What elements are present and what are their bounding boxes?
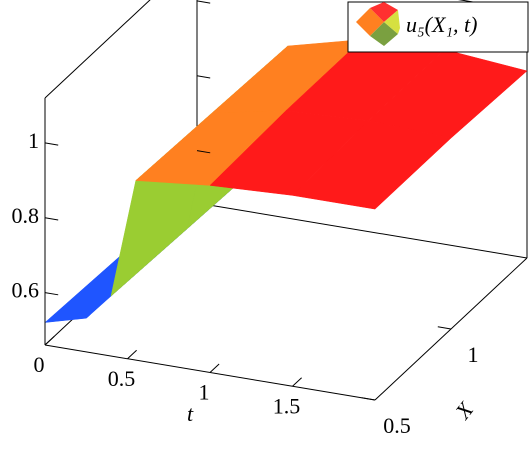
x-tick-label: 0.5 — [108, 366, 136, 391]
z-tick-label: 1 — [28, 128, 39, 153]
z-tick-label: 0.8 — [12, 203, 40, 228]
box-edge — [44, 0, 151, 99]
x-tick-label: 1.5 — [273, 393, 301, 418]
y-tick-label: 1 — [468, 342, 479, 367]
x-tick-label: 0 — [34, 352, 45, 377]
y-tick-label: 0.5 — [383, 413, 411, 438]
x-tick-label: 1 — [199, 380, 210, 405]
x-tick — [44, 336, 55, 346]
surface-patch — [291, 120, 452, 210]
legend-label: u₅(X₁, t) — [406, 12, 478, 37]
x-tick — [292, 377, 302, 387]
z-tick-label: 0.6 — [12, 278, 40, 303]
y-tick — [437, 326, 452, 330]
z-tick — [44, 292, 59, 296]
box-edge — [196, 202, 528, 259]
x-tick — [209, 363, 220, 373]
z-tick — [196, 0, 211, 4]
z-tick — [44, 217, 59, 221]
y-axis-label: X — [449, 396, 479, 424]
z-tick — [44, 142, 59, 146]
x-tick — [127, 349, 137, 360]
x-axis-label: t — [187, 401, 194, 426]
z-tick — [196, 75, 211, 79]
z-tick — [196, 150, 211, 154]
y-tick — [361, 397, 376, 401]
legend-icon — [356, 2, 400, 46]
